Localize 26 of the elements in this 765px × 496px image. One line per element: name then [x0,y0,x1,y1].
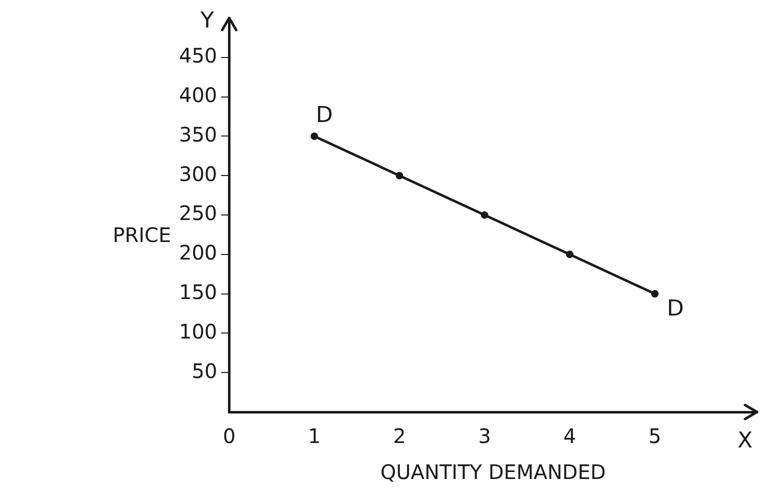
x-tick-label: 2 [393,424,406,448]
x-tick-label: 3 [478,424,491,448]
y-tick-label: 400 [178,83,218,108]
text: X [737,428,753,454]
y-tick-label: 100 [178,319,218,344]
y-tick-label: 350 [178,122,218,146]
text: Y [199,8,214,34]
point [480,211,488,219]
x-tick-label: 0 [222,424,236,448]
y-tick-label: 450 [178,44,218,68]
y-tick-label: 150 [178,280,218,304]
y-axis-title: PRICE [112,223,172,248]
x-tick-label: 5 [648,424,662,448]
y-tick-label: 300 [178,162,218,186]
point [566,250,574,258]
y-tick-label: 250 [178,201,218,226]
x-tick-label: 1 [308,424,321,448]
point [310,132,318,140]
x-axis-title: QUANTITY DEMANDED [380,460,606,484]
annotation: D [666,296,684,322]
x-tick-label: 4 [563,424,576,448]
annotation: D [316,102,333,128]
point [396,172,404,180]
y-tick-label: 200 [178,240,218,265]
point [651,290,659,298]
y-tick-label: 50 [192,358,218,383]
